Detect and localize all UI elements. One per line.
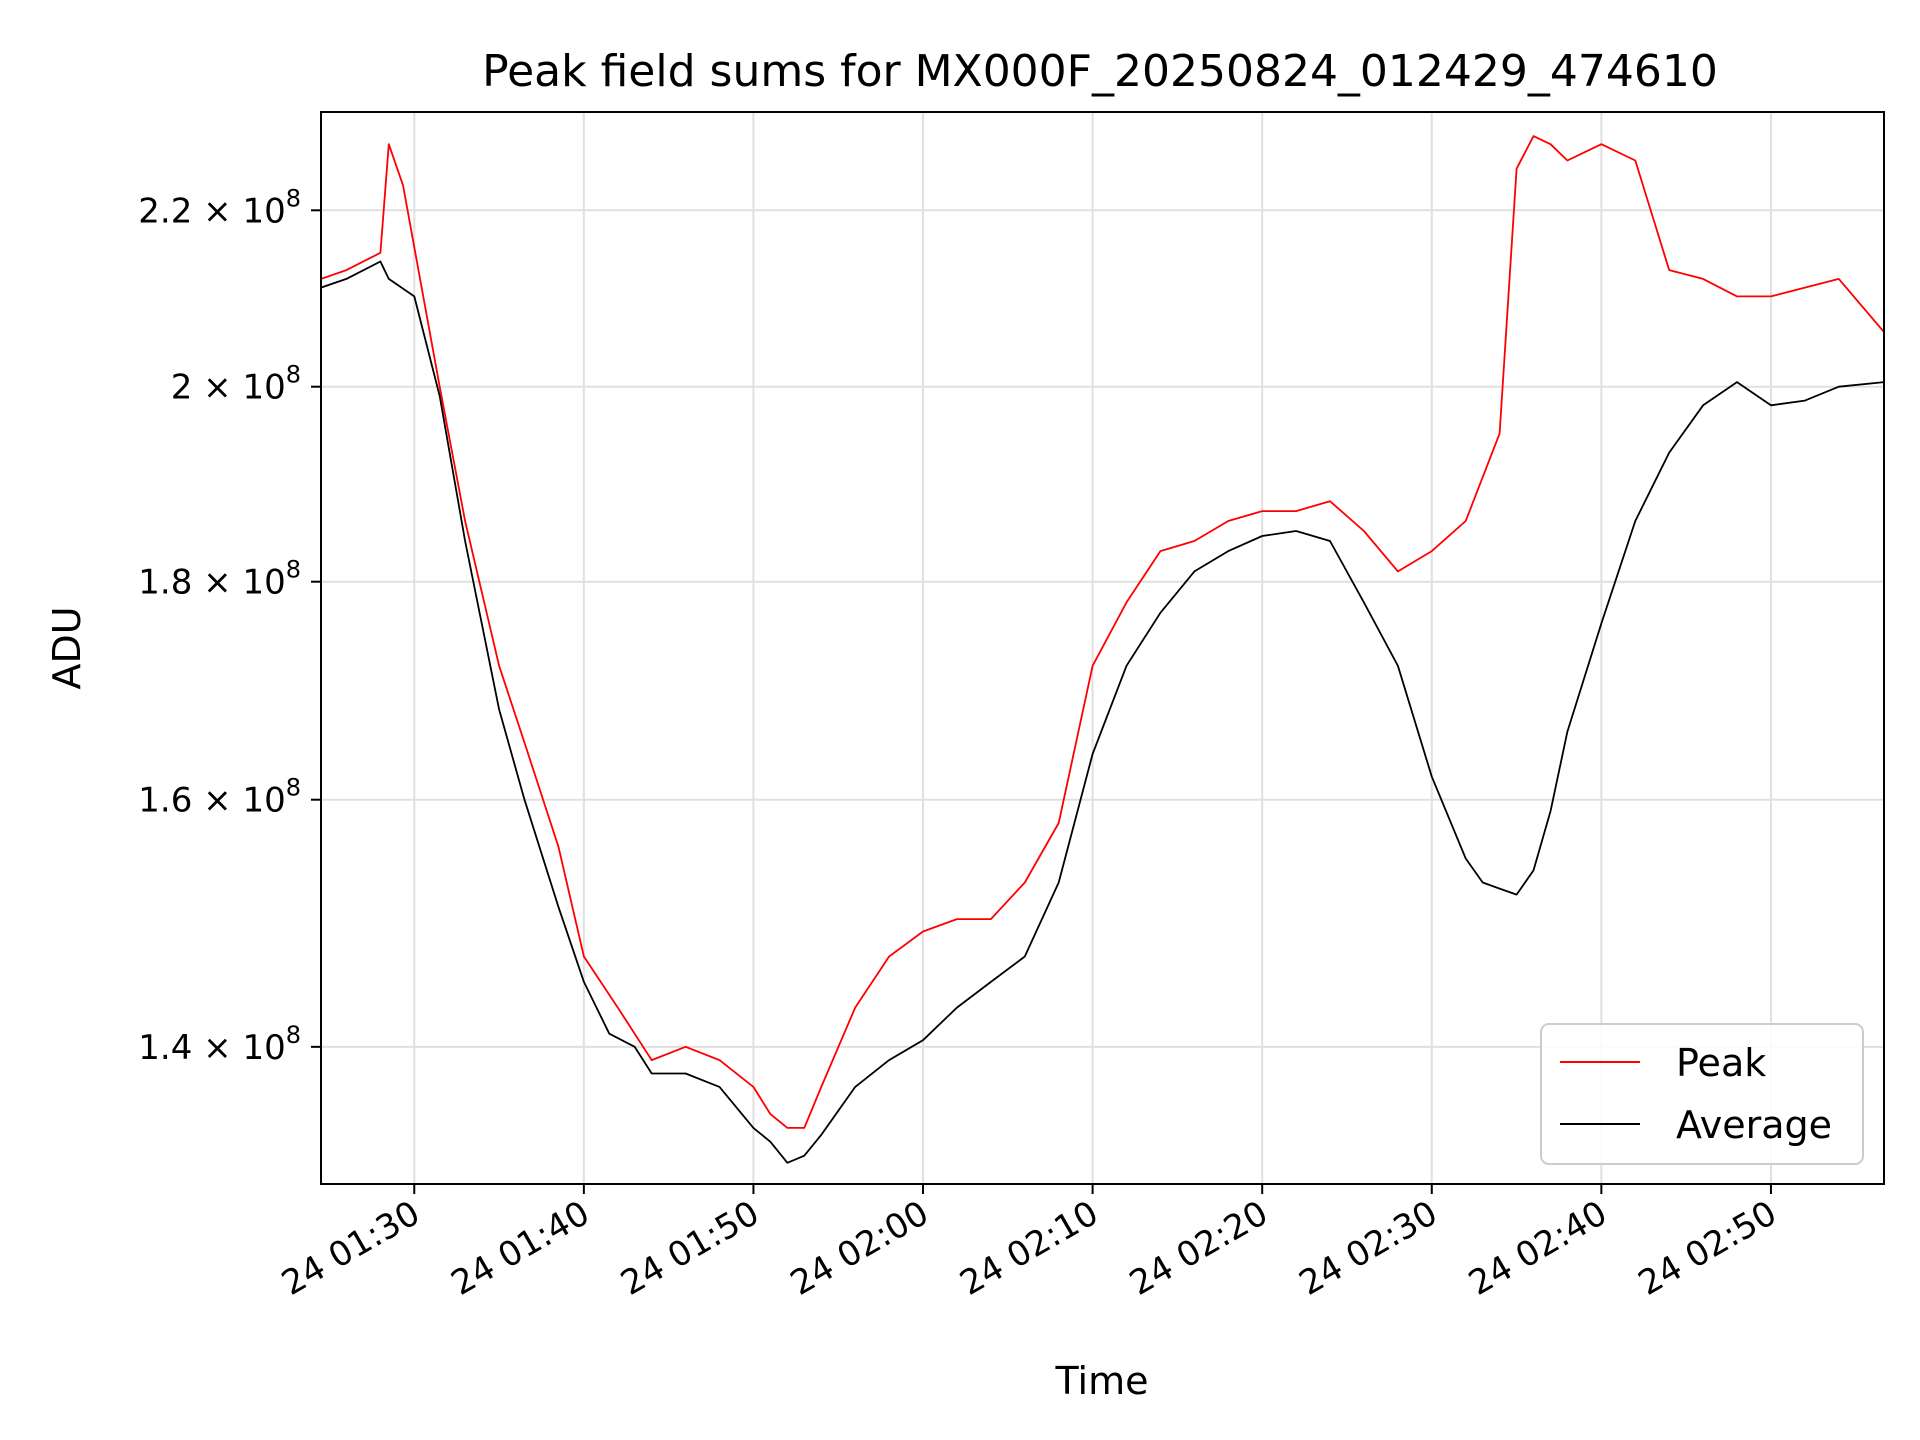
y-tick-label: 1.8 × 108 [138, 556, 301, 603]
x-axis-label: Time [1055, 1359, 1149, 1403]
y-tick-label: 2 × 108 [171, 361, 301, 408]
plot-frame [320, 111, 1885, 1185]
chart-title: Peak field sums for MX000F_20250824_0124… [482, 46, 1718, 97]
series-layer [321, 135, 1884, 1164]
legend: Peak Average [1540, 1023, 1864, 1165]
y-tick-label: 2.2 × 108 [138, 184, 301, 231]
y-tick-label: 1.4 × 108 [138, 1021, 301, 1068]
series-line-peak [321, 135, 1884, 1129]
legend-box [1540, 1023, 1864, 1165]
legend-label-peak: Peak [1676, 1041, 1766, 1085]
y-axis-label: ADU [45, 606, 89, 689]
y-tick-label: 1.6 × 108 [138, 774, 301, 821]
grid [321, 112, 1884, 1184]
legend-label-average: Average [1676, 1103, 1832, 1147]
y-axis: 1.4 × 108 1.6 × 108 1.8 × 108 2 × 108 2.2 × … [138, 184, 321, 1068]
series-line-average [321, 260, 1884, 1164]
